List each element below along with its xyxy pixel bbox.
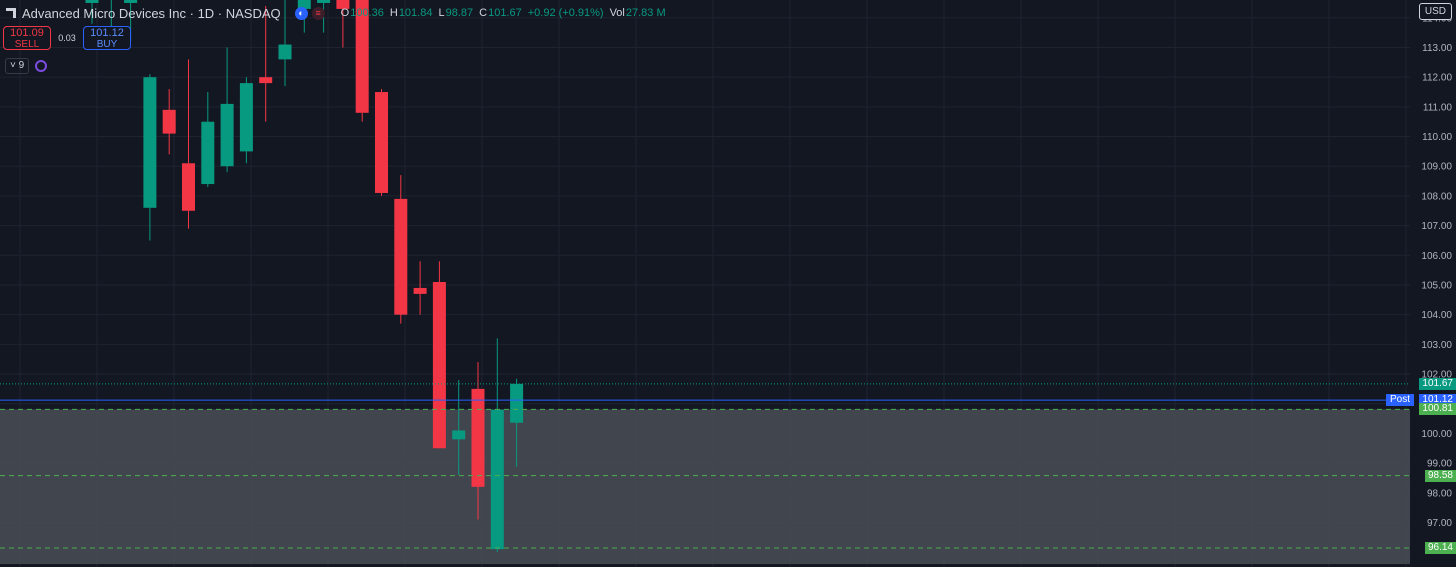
candle-body (336, 0, 350, 9)
y-tick-label: 105.00 (1421, 280, 1452, 291)
candle-body (317, 0, 331, 3)
alert-icon[interactable]: ≡ (311, 6, 325, 20)
buy-label: BUY (96, 39, 118, 50)
y-tick-label: 102.00 (1421, 370, 1452, 381)
spread-value: 0.03 (58, 33, 76, 43)
sell-button[interactable]: 101.09 SELL (3, 26, 51, 50)
sell-label: SELL (14, 39, 40, 50)
candle-body (201, 121, 215, 185)
candle-body (375, 92, 388, 193)
candle-body (471, 388, 485, 487)
ohlc-low: L98.87 (438, 7, 474, 19)
y-tick-label: 103.00 (1421, 340, 1452, 351)
candle-body (490, 409, 504, 550)
candle-body (162, 109, 176, 134)
y-tick-label: 107.00 (1421, 221, 1452, 232)
candle-body (85, 0, 99, 3)
price-tag: 101.12 (1419, 394, 1456, 407)
ohlc-legend: O100.36 H101.84 L98.87 C101.67 +0.92 (+0… (341, 7, 666, 19)
candle-body (394, 198, 408, 315)
candle-body (182, 163, 195, 211)
candle-body (239, 83, 253, 152)
y-tick-label: 98.00 (1427, 488, 1452, 499)
y-tick-label: 112.00 (1422, 73, 1452, 84)
candle-body (259, 77, 273, 84)
currency-button[interactable]: USD (1418, 3, 1452, 20)
y-tick-label: 106.00 (1421, 251, 1452, 262)
buy-button[interactable]: 101.12 BUY (83, 26, 131, 50)
candle-body (413, 287, 427, 294)
candle-body (220, 103, 234, 167)
y-tick-label: 100.00 (1421, 429, 1452, 440)
y-tick-label: 97.00 (1427, 518, 1452, 529)
trade-panel: 101.09 SELL 0.03 101.12 BUY (3, 25, 131, 51)
candle-body (124, 0, 138, 3)
ohlc-close: C101.67 (479, 7, 522, 19)
indicator-bar: ˅ 9 (5, 58, 48, 74)
amd-logo-icon (6, 8, 16, 18)
y-tick-label: 104.00 (1421, 310, 1452, 321)
price-tag: 96.14 (1424, 542, 1456, 554)
y-tick-label: 109.00 (1421, 162, 1452, 173)
price-tag: 101.67 (1419, 377, 1456, 390)
y-tick-label: 111.00 (1423, 102, 1453, 113)
sell-price: 101.09 (10, 27, 44, 39)
market-status-icon[interactable]: ◐ (294, 6, 308, 20)
candle-body (278, 44, 292, 60)
ohlc-open: O100.36 (340, 7, 384, 19)
y-tick-label: 113.00 (1422, 43, 1452, 54)
candle-body (355, 0, 369, 113)
candle-body (452, 430, 466, 440)
candle-body (143, 77, 157, 208)
indicator-count: 9 (18, 60, 25, 71)
candle-body (510, 383, 524, 423)
y-tick-label: 110.00 (1422, 132, 1452, 143)
indicators-toggle[interactable]: ˅ 9 (5, 58, 30, 74)
sync-icon[interactable] (35, 60, 48, 72)
y-tick-label: 99.00 (1427, 459, 1452, 470)
candle-body (432, 282, 446, 449)
volume: Vol27.83 M (609, 7, 666, 19)
candle-body (297, 0, 311, 9)
price-tag: 100.81 (1419, 403, 1456, 416)
price-tag: 98.58 (1424, 469, 1456, 482)
symbol-title[interactable]: Advanced Micro Devices Inc · 1D · NASDAQ (22, 5, 281, 21)
post-market-tag: Post (1385, 394, 1414, 407)
ohlc-high: H101.84 (389, 7, 433, 19)
y-tick-label: 108.00 (1421, 191, 1452, 202)
ohlc-change: +0.92 (+0.91%) (527, 7, 604, 19)
buy-price: 101.12 (90, 27, 124, 39)
chart-header: Advanced Micro Devices Inc · 1D · NASDAQ… (6, 4, 666, 22)
support-zone (0, 409, 1410, 565)
